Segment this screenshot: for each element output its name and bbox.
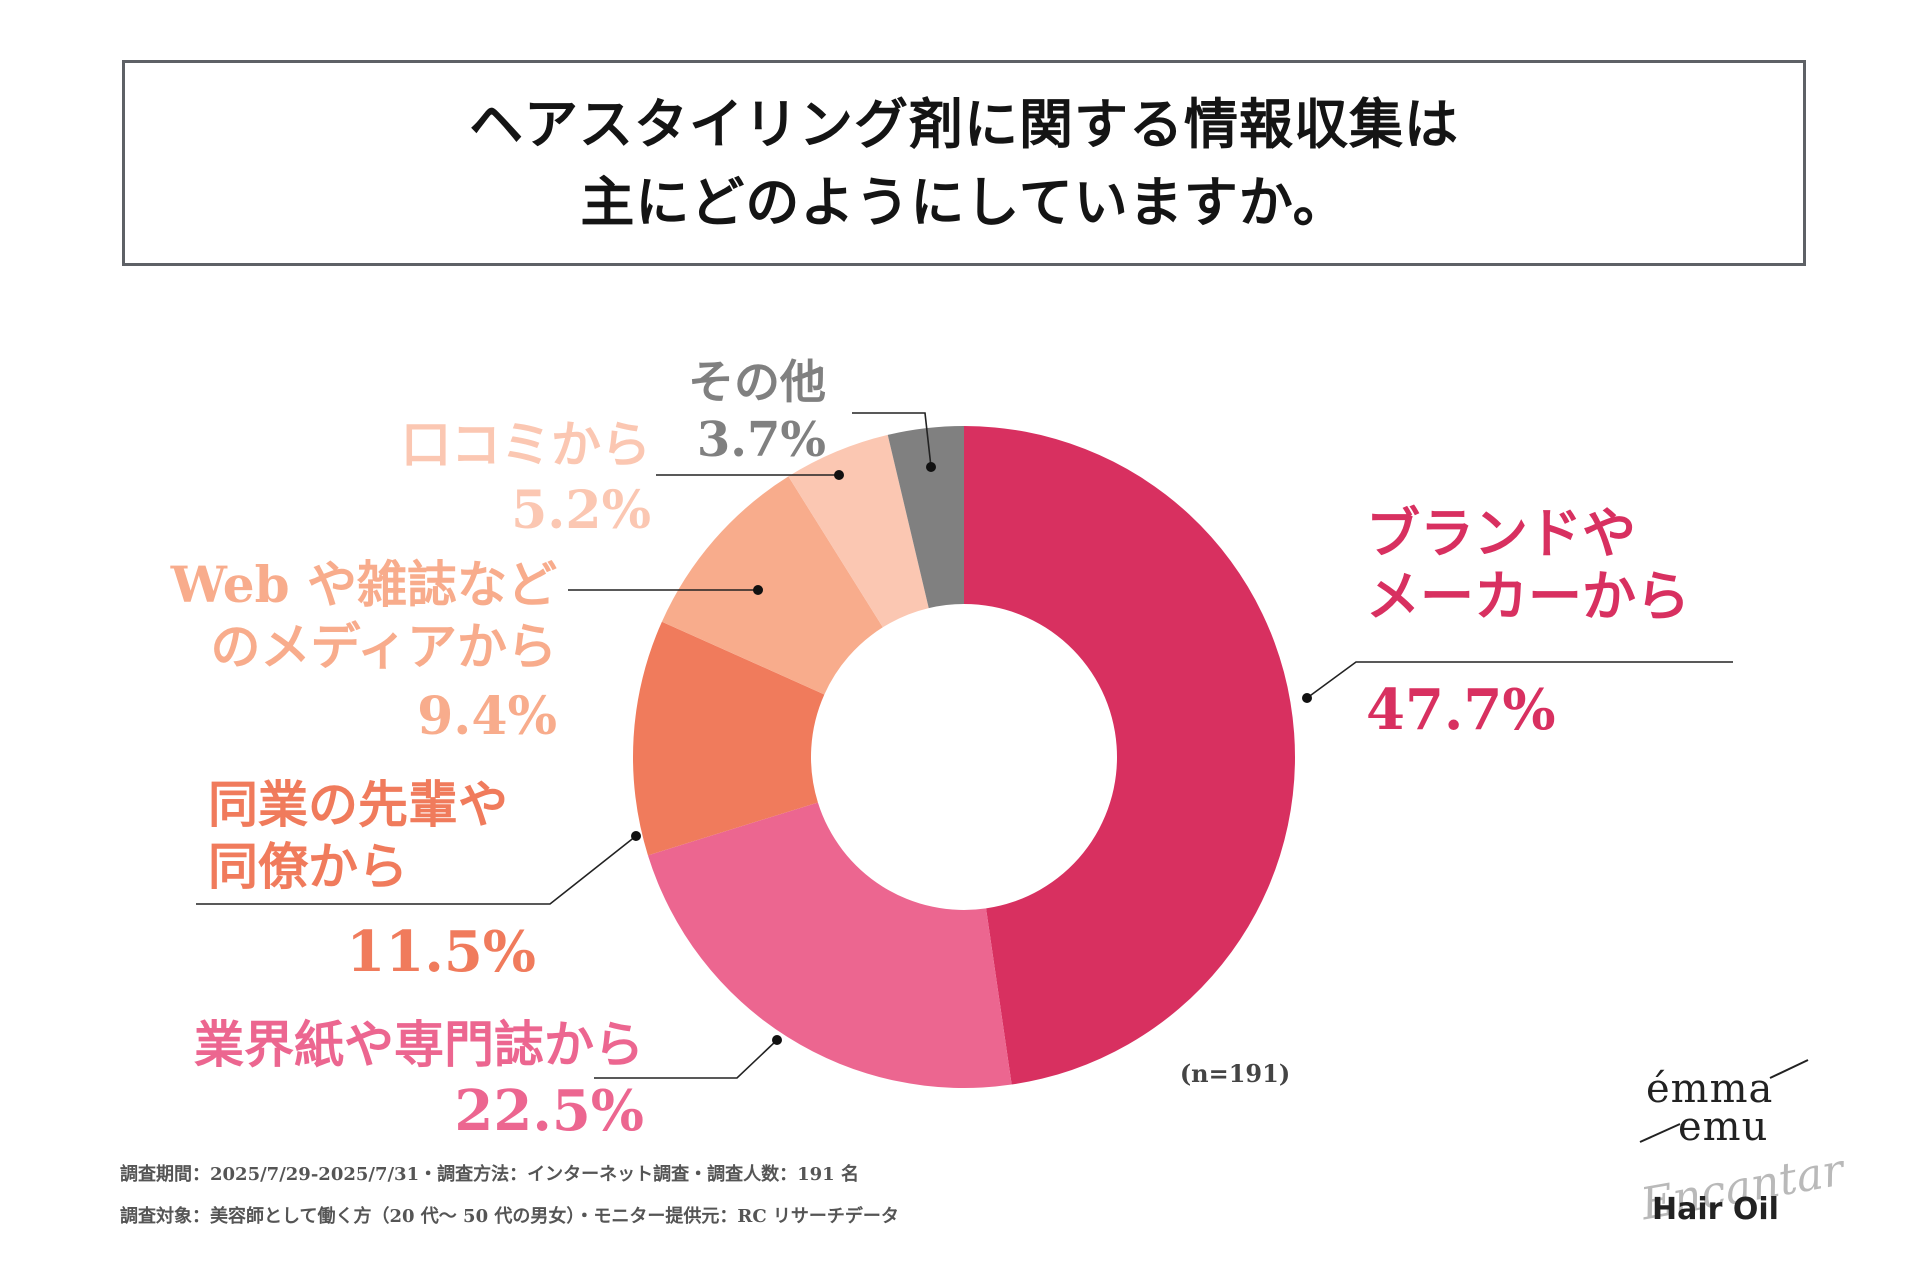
- donut-slice-2: [633, 621, 825, 856]
- slice-value-3: 9.4%: [417, 686, 557, 747]
- leader-dot-0: [1302, 693, 1312, 703]
- leader-dot-1: [772, 1035, 782, 1045]
- slice-value-5: 3.7%: [697, 412, 826, 468]
- title-line-2: 主にどのようにしていますか。: [580, 170, 1348, 234]
- logo-lines: [1639, 1059, 1809, 1143]
- slice-label-5-line-0: その他: [688, 355, 826, 409]
- slice-value-2: 11.5%: [346, 919, 536, 985]
- logo-emma: émma: [1646, 1066, 1774, 1112]
- sample-size-note: (n=191): [1180, 1059, 1290, 1088]
- donut-slice-3: [661, 476, 883, 695]
- donut-slice-5: [887, 426, 964, 609]
- brand-logo: émma emu Encantar Hair Oil: [1620, 1050, 1847, 1250]
- logo-emu: emu: [1678, 1104, 1769, 1150]
- footer-survey-target: 調査対象：美容師として働く方（20 代～ 50 代の男女）・モニター提供元：RC…: [120, 1206, 899, 1227]
- donut-slice-4: [788, 434, 929, 628]
- slice-value-1: 22.5%: [454, 1078, 644, 1144]
- leader-dot-2: [631, 831, 641, 841]
- slice-label-2-line-0: 同業の先輩や: [208, 775, 508, 834]
- slice-value-0: 47.7%: [1366, 677, 1556, 743]
- slice-label-0-line-0: ブランドや: [1366, 501, 1636, 565]
- leader-line-1: [594, 1039, 778, 1079]
- leader-dot-5: [926, 462, 936, 472]
- logo-product: Hair Oil: [1652, 1192, 1779, 1227]
- slice-label-1-line-0: 業界紙や専門誌から: [194, 1015, 644, 1074]
- slice-label-4-line-0: 口コミから: [401, 415, 651, 474]
- donut-slice-1: [647, 802, 1012, 1088]
- title-box: ヘアスタイリング剤に関する情報収集は 主にどのようにしていますか。: [122, 60, 1806, 266]
- title-line-1: ヘアスタイリング剤に関する情報収集は: [469, 92, 1459, 156]
- slice-value-4: 5.2%: [511, 480, 651, 541]
- leader-dot-3: [753, 585, 763, 595]
- donut-slice-0: [964, 426, 1295, 1085]
- slice-label-3-line-1: のメディアから: [211, 617, 558, 676]
- slice-label-0-line-1: メーカーから: [1366, 564, 1690, 628]
- leader-line-5: [852, 412, 932, 468]
- leader-line-0: [1306, 661, 1733, 699]
- slice-label-2-line-1: 同僚から: [208, 837, 408, 896]
- leader-dot-4: [834, 470, 844, 480]
- slice-label-3-line-0: Web や雑誌など: [170, 555, 557, 614]
- footer-survey-period: 調査期間：2025/7/29-2025/7/31・調査方法：インターネット調査・…: [120, 1164, 859, 1185]
- leader-line-2: [196, 835, 637, 905]
